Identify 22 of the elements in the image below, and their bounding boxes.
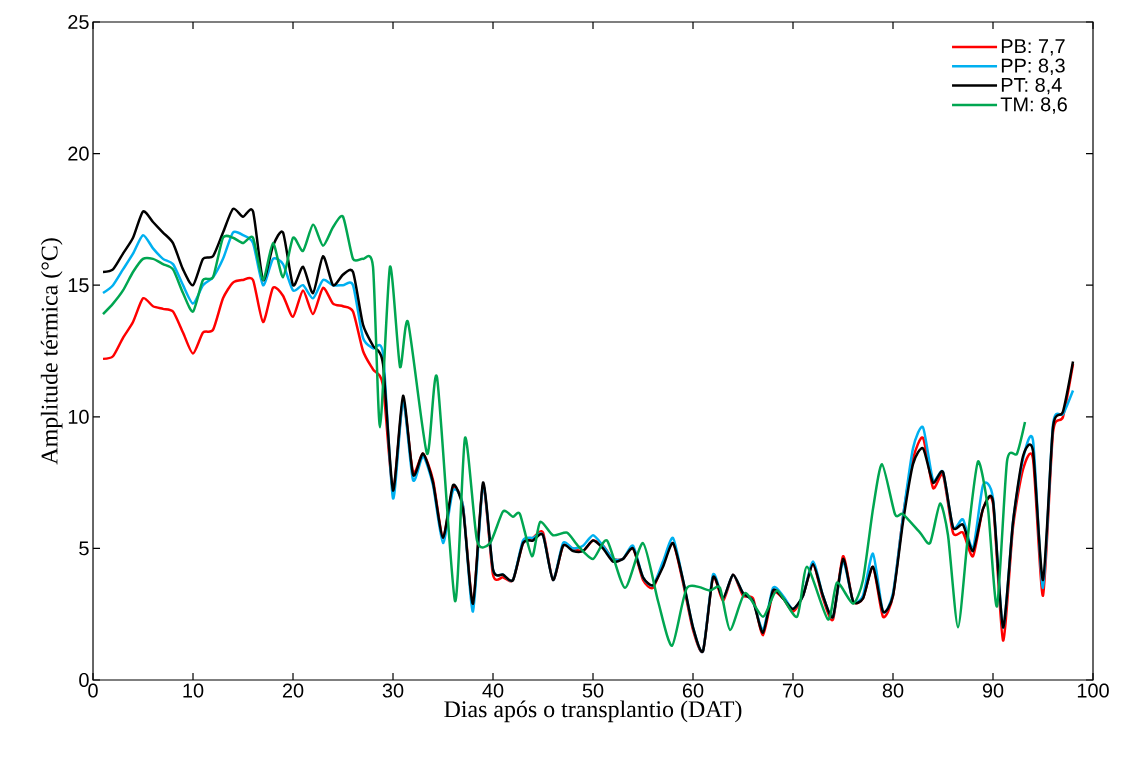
x-axis-title: Dias após o transplantio (DAT) [444,700,742,723]
y-tick-label: 10 [68,409,89,424]
y-tick-label: 25 [68,14,89,30]
x-tick-label: 90 [982,683,1004,698]
x-tick-label: 70 [782,683,804,698]
y-tick-label: 15 [68,278,89,293]
x-tick-label: 40 [482,683,504,698]
y-tick-label: 20 [68,146,89,161]
x-tick-label: 100 [1077,683,1109,698]
x-tick-label: 30 [382,683,404,698]
legend-label: PT: 8,4 [1001,77,1062,95]
y-tick-label: 5 [79,541,89,556]
legend-label: TM: 8,6 [1000,97,1067,114]
x-tick-label: 20 [282,683,304,698]
x-tick-label: 10 [183,683,204,698]
x-tick-label: 60 [682,683,704,698]
y-axis-title: Amplitude térmica (°C) [40,238,63,465]
x-tick-label: 80 [882,683,904,698]
x-tick-label: 50 [582,683,604,698]
legend-label: PB: 7,7 [1001,39,1065,56]
legend-label: PP: 8,3 [1001,58,1065,75]
y-tick-label: 0 [79,672,89,688]
